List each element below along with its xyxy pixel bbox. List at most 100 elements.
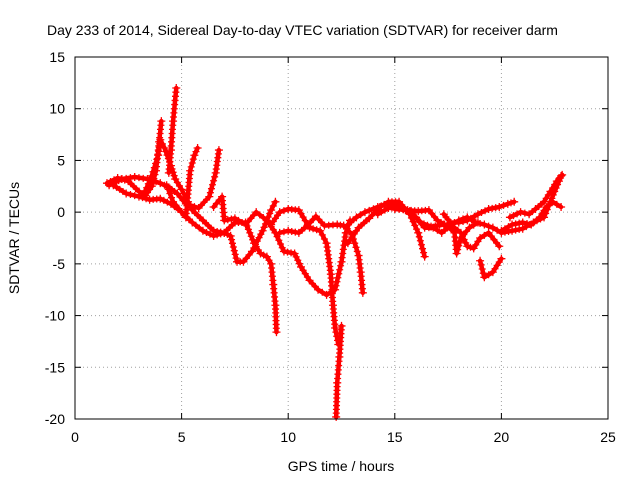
data-marker (365, 206, 373, 214)
data-marker (350, 216, 358, 224)
data-marker (122, 174, 130, 182)
data-marker (416, 237, 424, 245)
data-marker (411, 207, 419, 215)
data-point (414, 228, 423, 237)
data-marker (456, 238, 464, 246)
data-marker (329, 297, 337, 305)
data-marker (462, 239, 470, 247)
data-marker (481, 207, 489, 215)
data-point (497, 226, 506, 235)
data-point (516, 208, 525, 217)
data-marker (299, 213, 307, 221)
data-marker (228, 239, 236, 247)
data-marker (126, 191, 134, 199)
data-marker (311, 283, 319, 291)
data-point (473, 218, 482, 227)
data-marker (463, 227, 471, 235)
data-point (316, 226, 325, 235)
data-marker (334, 374, 342, 382)
data-marker (301, 224, 309, 232)
data-marker (175, 205, 183, 213)
data-marker (195, 224, 203, 232)
data-marker (288, 227, 296, 235)
axis-ticks: 0 5 10 15 20 25 -20 -15 -10 -5 0 5 10 15 (45, 49, 616, 445)
data-marker (358, 285, 366, 293)
data-marker (352, 227, 360, 235)
data-marker (254, 246, 262, 254)
data-marker (269, 276, 277, 284)
data-marker (203, 195, 211, 203)
data-marker (329, 221, 337, 229)
data-marker (512, 226, 520, 234)
data-marker (166, 190, 174, 198)
data-marker (399, 206, 407, 214)
data-marker (269, 226, 277, 234)
data-point (518, 218, 527, 227)
data-point (360, 208, 369, 217)
data-point (290, 249, 299, 258)
data-point (476, 256, 485, 265)
data-marker (474, 237, 482, 245)
data-marker (214, 150, 222, 158)
data-marker (250, 211, 258, 219)
data-marker (455, 242, 463, 250)
data-marker (115, 177, 123, 185)
data-marker (421, 206, 429, 214)
data-point (275, 228, 284, 237)
data-marker (256, 211, 264, 219)
data-marker (478, 208, 486, 216)
data-marker (459, 217, 467, 225)
data-marker (301, 217, 309, 225)
data-point (193, 144, 202, 153)
y-axis-label: SDTVAR / TECUs (6, 182, 22, 294)
data-marker (287, 249, 295, 257)
data-marker (189, 155, 197, 163)
data-marker (266, 210, 274, 218)
data-marker (419, 245, 427, 253)
data-marker (153, 155, 161, 163)
data-marker (500, 201, 508, 209)
data-marker (272, 324, 280, 332)
data-point (508, 220, 517, 229)
data-marker (356, 264, 364, 272)
data-point (488, 223, 497, 232)
data-marker (331, 320, 339, 328)
data-marker (501, 225, 509, 233)
data-marker (318, 288, 326, 296)
data-marker (528, 208, 536, 216)
data-marker (210, 177, 218, 185)
data-point (267, 206, 276, 215)
data-marker (232, 254, 240, 262)
data-marker (192, 148, 200, 156)
data-marker (523, 220, 531, 228)
data-marker (153, 195, 161, 203)
data-marker (377, 208, 385, 216)
series-track-14 (390, 205, 482, 258)
data-point (271, 197, 280, 206)
data-marker (555, 175, 563, 183)
data-marker (545, 200, 553, 208)
data-marker (423, 221, 431, 229)
data-marker (260, 251, 268, 259)
x-tick-label: 15 (387, 429, 403, 445)
series-track-5 (164, 84, 181, 177)
data-marker (213, 227, 221, 235)
data-marker (485, 222, 493, 230)
data-marker (450, 218, 458, 226)
series-track-9 (275, 212, 367, 297)
data-marker (318, 231, 326, 239)
plot-frame (74, 56, 609, 420)
data-marker (420, 249, 428, 257)
data-marker (392, 198, 400, 206)
data-marker (245, 251, 253, 259)
x-tick-label: 25 (600, 429, 616, 445)
data-marker (223, 230, 231, 238)
data-marker (206, 230, 214, 238)
data-marker (332, 409, 340, 417)
data-point (322, 290, 331, 299)
data-marker (479, 269, 487, 277)
data-point (505, 213, 514, 222)
data-marker (441, 221, 449, 229)
data-marker (238, 218, 246, 226)
